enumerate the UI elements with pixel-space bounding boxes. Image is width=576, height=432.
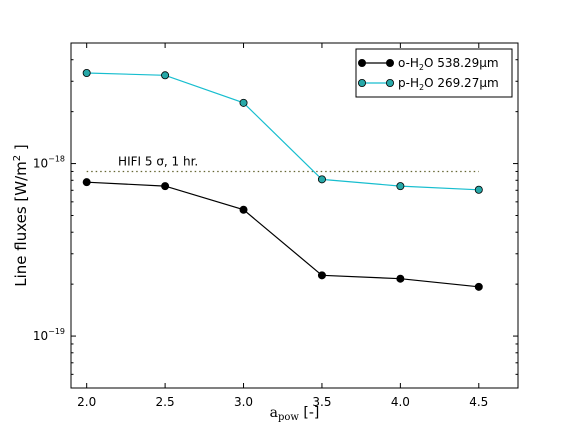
legend-box: [355, 48, 513, 98]
series-1-point-2: [239, 98, 248, 107]
legend-label-0: o-H2O 538.29μm: [398, 56, 499, 72]
y-axis-title-sup: 2: [12, 155, 23, 161]
y-tick-label-exp: −18: [48, 155, 65, 164]
series-layer: [82, 69, 483, 291]
series-1-point-5: [474, 185, 483, 194]
plot-frame: [70, 42, 519, 389]
x-axis-title-main: a: [270, 405, 278, 421]
legend: o-H2O 538.29μm p-H2O 269.27μm: [355, 48, 513, 98]
y-tick-label-exp: −19: [48, 327, 65, 336]
y-tick-label-base: 10: [33, 157, 48, 171]
series-1-point-0: [82, 69, 91, 78]
series-0-point-5: [474, 282, 483, 291]
series-1-point-3: [317, 175, 326, 184]
series-0-point-0: [82, 178, 91, 187]
series-0-point-2: [239, 205, 248, 214]
x-axis-title-sub: pow: [278, 412, 299, 423]
legend-marker-end-1: [385, 79, 394, 88]
series-line-1: [86, 72, 479, 191]
series-0-point-1: [161, 182, 170, 191]
y-axis-title-prefix: Line fluxes [W/m: [12, 161, 30, 287]
series-line-0: [86, 181, 479, 288]
x-tick-labels: 2.0 2.5 3.0 3.5 4.0 4.5: [77, 395, 488, 409]
y-tick-label-0: 10−19: [33, 327, 65, 343]
x-tick-label-3: 3.5: [312, 395, 331, 409]
x-axis-title-suffix: [-]: [299, 405, 319, 421]
y-axis-title: Line fluxes [W/m2 ]: [12, 144, 30, 287]
legend-marker-0: [357, 59, 366, 68]
y-tick-label-base: 10: [33, 329, 48, 343]
legend-label-1: p-H2O 269.27μm: [398, 76, 499, 92]
y-tick-label-1: 10−18: [33, 155, 65, 171]
legend-marker-1: [357, 79, 366, 88]
series-0-point-3: [317, 271, 326, 280]
y-axis-title-suffix: ]: [12, 144, 30, 155]
x-axis-title: apow [-]: [270, 405, 320, 423]
x-tick-label-2: 3.0: [234, 395, 253, 409]
series-1-point-4: [396, 182, 405, 191]
x-tick-label-4: 4.0: [391, 395, 410, 409]
threshold-label: HIFI 5 σ, 1 hr.: [118, 154, 198, 168]
x-tick-label-1: 2.5: [156, 395, 175, 409]
x-tick-label-0: 2.0: [77, 395, 96, 409]
series-1-point-1: [161, 71, 170, 80]
legend-marker-end-0: [385, 59, 394, 68]
x-tick-label-5: 4.5: [469, 395, 488, 409]
series-0-point-4: [396, 274, 405, 283]
